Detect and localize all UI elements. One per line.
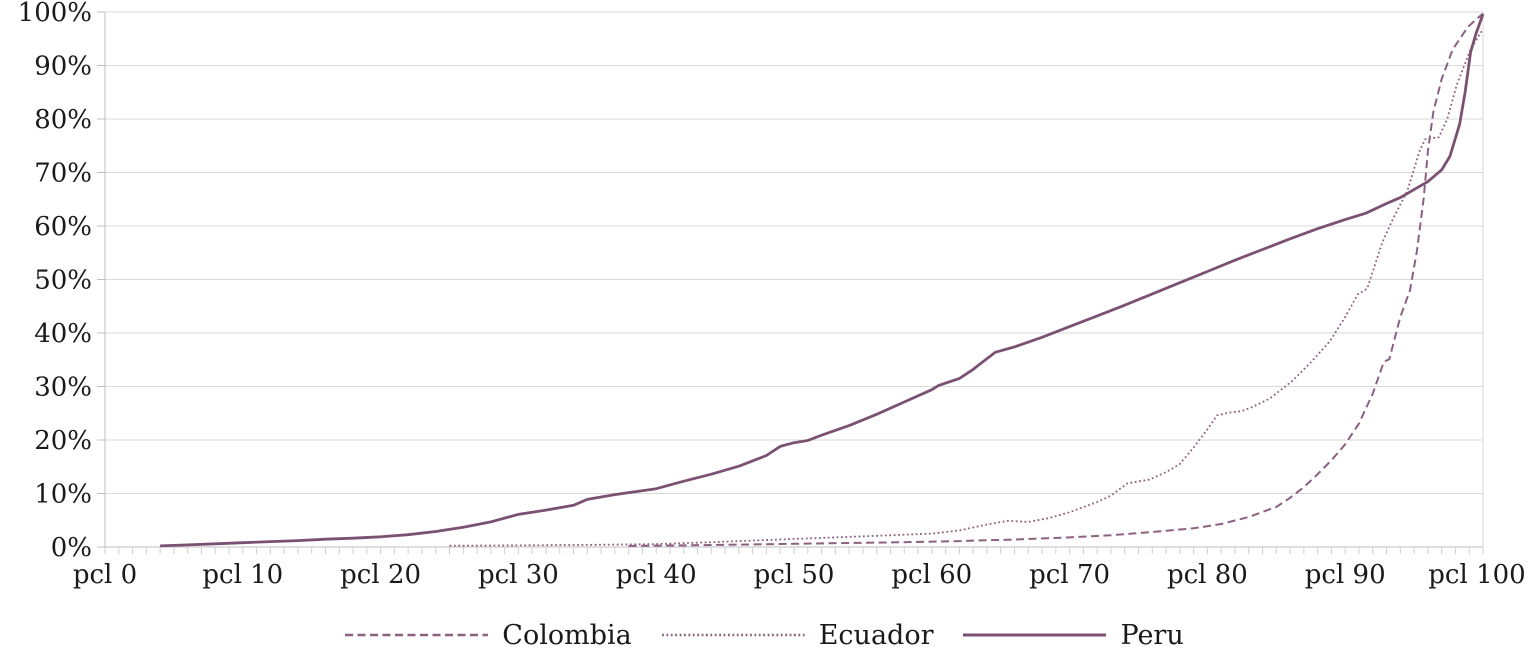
legend-item-ecuador: Ecuador <box>661 619 934 651</box>
y-axis-label: 10% <box>34 480 92 510</box>
y-axis-label: 0% <box>51 533 92 563</box>
x-axis-label: pcl 60 <box>891 560 972 590</box>
x-axis-label: pcl 10 <box>202 560 283 590</box>
series-line-peru <box>160 13 1485 548</box>
x-axis-label: pcl 70 <box>1029 560 1110 590</box>
y-axis-label: 20% <box>34 426 92 456</box>
y-axis-label: 30% <box>34 373 92 403</box>
x-axis-label: pcl 50 <box>754 560 835 590</box>
ecuador-dotted-line-icon <box>661 633 805 637</box>
plot-area: 0% 10% 20% 30% 40% 50% 60% 70% 80% 90% 100% pcl 0 pc… <box>18 0 1526 590</box>
x-axis-label: pcl 0 <box>73 560 137 590</box>
y-axis-label: 90% <box>34 52 92 82</box>
chart-legend: Colombia Ecuador Peru <box>0 618 1529 652</box>
x-axis-label: pcl 30 <box>478 560 559 590</box>
colombia-dashed-line-icon <box>345 633 489 637</box>
legend-label-peru: Peru <box>1120 619 1184 651</box>
y-axis-label: 60% <box>34 212 92 242</box>
series-line-ecuador <box>449 30 1483 547</box>
chart-svg: 0% 10% 20% 30% 40% 50% 60% 70% 80% 90% 100% pcl 0 pc… <box>18 0 1526 590</box>
y-axis-label: 50% <box>34 266 92 296</box>
y-axis-label: 80% <box>34 105 92 135</box>
x-axis-label: pcl 90 <box>1305 560 1386 590</box>
legend-label-colombia: Colombia <box>502 619 632 651</box>
peru-solid-line-icon <box>963 633 1107 637</box>
y-axis-label: 100% <box>18 0 92 28</box>
x-axis-label: pcl 20 <box>340 560 421 590</box>
x-axis-label: pcl 80 <box>1167 560 1248 590</box>
legend-item-peru: Peru <box>963 619 1184 651</box>
legend-label-ecuador: Ecuador <box>818 619 934 651</box>
y-axis-label: 70% <box>34 159 92 189</box>
legend-item-colombia: Colombia <box>345 619 632 651</box>
y-axis-label: 40% <box>34 319 92 349</box>
x-axis-label: pcl 100 <box>1428 560 1525 590</box>
x-axis-label: pcl 40 <box>616 560 697 590</box>
